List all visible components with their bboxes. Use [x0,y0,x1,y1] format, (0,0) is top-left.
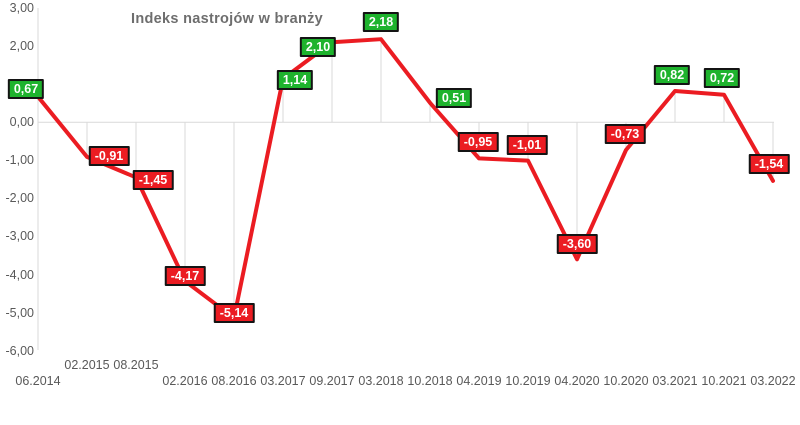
y-tick-label: -5,00 [5,305,35,320]
data-label: 0,67 [7,78,45,99]
y-tick-label: -4,00 [5,267,35,282]
x-tick-label: 10.2021 [701,374,747,388]
x-tick-label: 10.2018 [407,374,453,388]
data-label: -1,45 [132,170,174,191]
x-tick-label: 10.2019 [505,374,551,388]
y-tick-label: -2,00 [5,191,35,206]
chart-title: Indeks nastrojów w branży [131,11,324,27]
data-label: -0,95 [457,132,499,153]
x-tick-label: 04.2019 [456,374,502,388]
x-tick-label: 08.2016 [211,374,257,388]
x-tick-label: 02.2016 [162,374,208,388]
data-label: 0,72 [703,67,741,88]
y-tick-label: 3,00 [9,0,34,15]
data-label: -1,54 [748,153,790,174]
data-label: -0,91 [88,145,130,166]
data-label: 2,10 [299,37,337,58]
x-tick-label: 06.2014 [15,374,61,388]
x-tick-label: 03.2017 [260,374,306,388]
y-tick-label: 2,00 [9,39,34,54]
x-tick-label: 08.2015 [113,358,159,372]
x-tick-label: 03.2022 [750,374,796,388]
data-label: 0,51 [435,87,473,108]
x-tick-label: 03.2018 [358,374,404,388]
data-label: 0,82 [653,64,691,85]
y-tick-label: -6,00 [5,343,35,358]
data-label: 1,14 [276,69,314,90]
x-tick-label: 02.2015 [64,358,110,372]
data-label: -4,17 [164,265,206,286]
data-label: -3,60 [556,234,598,255]
y-tick-label: -3,00 [5,229,35,244]
x-tick-label: 04.2020 [554,374,600,388]
x-tick-label: 03.2021 [652,374,698,388]
x-tick-label: 09.2017 [309,374,355,388]
data-label: 2,18 [362,12,400,33]
y-tick-label: 0,00 [9,115,34,130]
x-tick-label: 10.2020 [603,374,649,388]
data-label: -1,01 [506,134,548,155]
y-tick-label: -1,00 [5,153,35,168]
data-label: -0,73 [604,123,646,144]
data-label: -5,14 [213,302,255,323]
